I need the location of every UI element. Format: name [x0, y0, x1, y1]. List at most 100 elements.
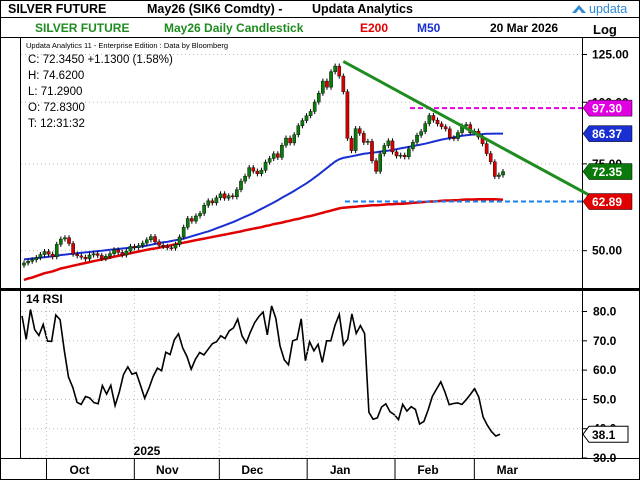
edition-text: Updata Analytics 11 - Enterprise Edition…: [26, 41, 228, 50]
svg-text:86.37: 86.37: [592, 127, 622, 141]
candle: [390, 138, 395, 155]
candle: [71, 240, 75, 257]
candle: [284, 135, 288, 148]
candle: [95, 251, 100, 259]
candle: [185, 215, 190, 230]
candle: [63, 235, 67, 242]
candle: [296, 123, 301, 138]
candle: [362, 130, 366, 145]
candle: [79, 253, 84, 260]
candle: [87, 252, 92, 262]
candle: [153, 234, 157, 245]
svg-text:72.35: 72.35: [592, 165, 622, 179]
scale-label: Log: [593, 22, 617, 37]
candle: [263, 159, 268, 173]
candle: [50, 251, 55, 260]
candle: [157, 239, 161, 248]
candle: [161, 242, 165, 250]
candle: [419, 129, 423, 138]
candle: [427, 112, 432, 127]
candle: [415, 132, 419, 145]
candle: [329, 69, 333, 90]
ohlc-close: C: 72.3450 +1.1300 (1.58%): [28, 54, 173, 66]
candle: [218, 191, 223, 201]
candle: [239, 178, 243, 193]
candle: [75, 251, 80, 259]
candle: [140, 240, 145, 249]
candle: [91, 251, 96, 258]
candle: [173, 241, 178, 251]
candle: [230, 193, 235, 200]
candle: [439, 121, 444, 130]
ohlc-time: T: 12:31:32: [28, 118, 85, 130]
ohlc-high: H: 74.6200: [28, 70, 84, 82]
candle: [22, 260, 26, 268]
rsi-tick-label: 50.0: [593, 392, 617, 406]
candle: [366, 138, 370, 145]
candle: [345, 89, 350, 141]
candle: [255, 168, 260, 177]
candle: [370, 138, 374, 164]
month-label: Oct: [69, 463, 89, 477]
candle: [226, 193, 231, 201]
candle: [132, 243, 137, 251]
rsi-tick-label: 70.0: [593, 334, 617, 348]
candle: [194, 213, 198, 224]
legend-e200: E200: [360, 21, 388, 35]
candle: [67, 235, 71, 247]
month-label: Jan: [330, 463, 351, 477]
candle: [488, 150, 493, 165]
candle: [177, 234, 182, 247]
updata-logo: updata: [572, 2, 627, 16]
candle: [165, 243, 170, 251]
candle: [210, 198, 215, 206]
candle: [353, 126, 358, 154]
price-tick-label: 50.00: [592, 244, 622, 258]
candle: [145, 237, 149, 246]
candle: [316, 90, 321, 105]
value-label: 72.35: [582, 163, 633, 180]
candle: [394, 149, 399, 159]
candle: [501, 169, 505, 178]
svg-text:97.30: 97.30: [592, 102, 622, 116]
candle: [202, 202, 206, 217]
candle: [243, 173, 247, 184]
header-provider: Updata Analytics: [312, 2, 413, 16]
candle: [435, 117, 440, 127]
candle: [251, 165, 256, 174]
value-label: 97.30: [582, 99, 633, 117]
candle: [325, 78, 329, 90]
candle: [349, 135, 354, 154]
candle: [120, 249, 125, 258]
candle: [26, 258, 30, 266]
candle: [59, 236, 63, 247]
candle: [300, 118, 305, 129]
price-plot-area: [20, 38, 582, 288]
legend-m50: M50: [417, 21, 441, 35]
candle: [214, 195, 219, 206]
candle: [267, 155, 272, 165]
candle: [443, 124, 448, 132]
candle: [497, 172, 501, 180]
rsi-tick-label: 80.0: [593, 305, 617, 319]
candle: [99, 252, 104, 262]
candle: [222, 191, 227, 201]
candle: [407, 146, 411, 160]
candle: [108, 251, 112, 259]
candle: [402, 152, 407, 160]
candle: [169, 245, 174, 251]
candle: [308, 108, 313, 119]
candle: [484, 141, 489, 157]
candle: [357, 126, 362, 136]
candle: [136, 243, 141, 251]
candle: [128, 243, 133, 254]
svg-text:38.1: 38.1: [592, 428, 616, 442]
updata-arrow-icon: [572, 5, 586, 13]
candle: [374, 158, 378, 174]
month-label: Feb: [417, 463, 438, 477]
candle: [206, 198, 211, 208]
candle: [423, 121, 428, 135]
rsi-title: 14 RSI: [26, 292, 63, 306]
e200-line: [23, 197, 504, 282]
candle: [124, 248, 129, 258]
